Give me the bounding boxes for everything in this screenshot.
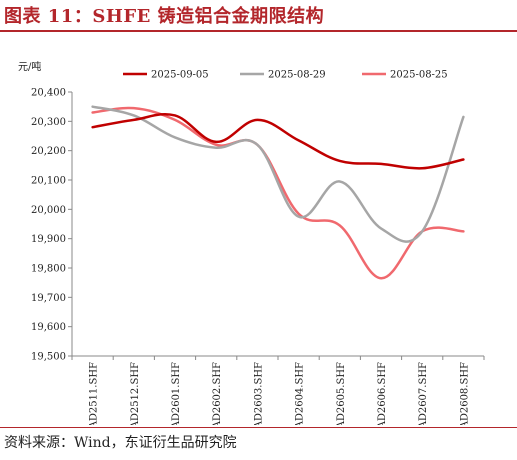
title-divider [0, 30, 517, 32]
x-tick-label: AD2605.SHF [336, 362, 347, 425]
x-tick-label: AD2601.SHF [171, 362, 182, 425]
y-tick-labels: 19,500 19,600 19,700 19,800 19,900 20,000 20,1… [31, 88, 72, 363]
chart-title: 图表 11：SHFE 铸造铝合金期限结构 [4, 6, 325, 27]
y-axis-label: 元/吨 [18, 60, 41, 73]
series-lines [91, 105, 465, 280]
y-tick-label: 19,700 [31, 293, 66, 304]
x-tick-label: AD2511.SHF [89, 362, 100, 425]
x-tick-label: AD2604.SHF [295, 362, 306, 425]
y-tick-label: 20,300 [31, 117, 66, 128]
legend-label: 2025-08-25 [390, 70, 448, 81]
y-tick-label: 20,200 [31, 146, 66, 157]
legend: 2025-09-05 2025-08-29 2025-08-25 [123, 70, 448, 81]
series-line-1 [91, 112, 465, 170]
source-divider [0, 427, 517, 428]
y-tick-label: 19,800 [31, 264, 66, 275]
legend-label: 2025-09-05 [151, 70, 209, 81]
y-tick-label: 19,600 [31, 322, 66, 333]
x-tick-label: AD2602.SHF [212, 362, 223, 425]
series-line-3 [91, 106, 465, 280]
legend-label: 2025-08-29 [268, 70, 326, 81]
chart-area: 元/吨 19,500 19,600 19,700 19,800 19,900 20,000… [18, 60, 485, 425]
x-tick-label: AD2606.SHF [377, 362, 388, 425]
y-tick-label: 20,000 [31, 205, 66, 216]
x-tick-label: AD2512.SHF [130, 362, 141, 425]
y-tick-label: 19,900 [31, 234, 66, 245]
y-tick-label: 19,500 [31, 352, 66, 363]
x-tick-labels: AD2511.SHF AD2512.SHF AD2601.SHF AD2602.SHF… [71, 356, 485, 425]
source-note: 资料来源：Wind，东证衍生品研究院 [4, 435, 237, 451]
y-tick-label: 20,100 [31, 176, 66, 187]
x-tick-label: AD2603.SHF [253, 362, 264, 425]
y-tick-label: 20,400 [31, 88, 66, 99]
x-tick-label: AD2607.SHF [418, 362, 429, 425]
series-line-2 [91, 105, 465, 243]
x-tick-label: AD2608.SHF [459, 362, 470, 425]
